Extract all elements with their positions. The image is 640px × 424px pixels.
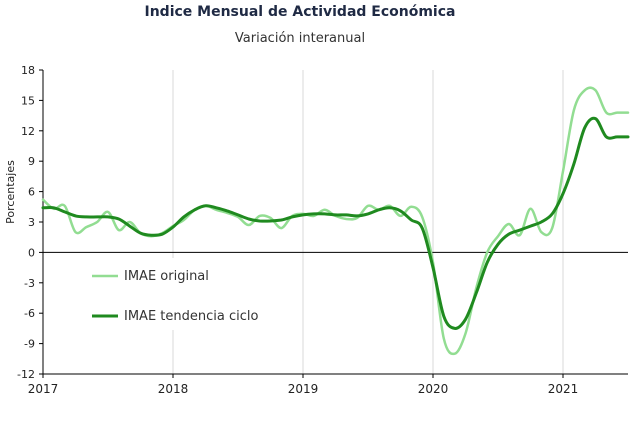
x-tick-label: 2017 (28, 382, 59, 396)
x-tick-label: 2020 (418, 382, 449, 396)
chart-title: Indice Mensual de Actividad Económica (144, 4, 456, 20)
legend-label: IMAE original (124, 269, 209, 284)
y-tick-label: 6 (28, 186, 35, 199)
legend-box (76, 258, 272, 330)
x-tick-label: 2019 (288, 382, 319, 396)
series-imae-tendencia (41, 116, 630, 330)
y-tick-label: 12 (21, 125, 35, 138)
chart-subtitle: Variación interanual (234, 31, 366, 46)
legend-label: IMAE tendencia ciclo (124, 309, 258, 324)
y-tick-label: 15 (21, 94, 35, 107)
y-tick-label: 9 (28, 155, 35, 168)
y-tick-label: 18 (21, 64, 35, 77)
y-tick-label: 0 (28, 246, 35, 259)
y-tick-label: -9 (24, 338, 35, 351)
y-tick-label: -12 (17, 368, 35, 381)
x-tick-label: 2021 (548, 382, 579, 396)
y-axis-label: Porcentajes (4, 160, 17, 224)
y-tick-label: -3 (24, 277, 35, 290)
y-tick-label: 3 (28, 216, 35, 229)
y-tick-label: -6 (24, 307, 35, 320)
x-tick-label: 2018 (158, 382, 189, 396)
